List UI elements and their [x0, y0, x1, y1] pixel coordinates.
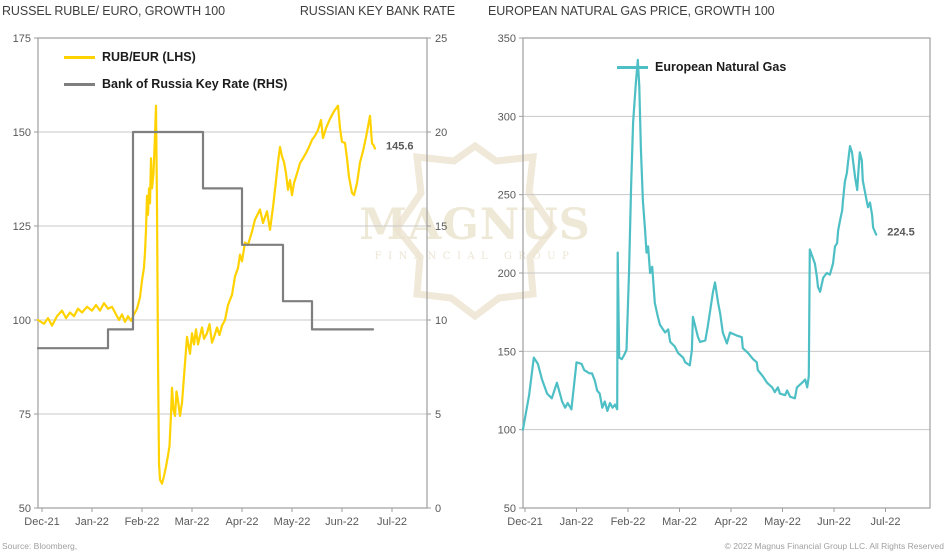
legend-label-key-rate: Bank of Russia Key Rate (RHS) [102, 77, 288, 91]
copyright-note: © 2022 Magnus Financial Group LLC. All R… [724, 541, 944, 551]
key-rate-line-swatch-icon [64, 82, 95, 86]
ruble-chart-x-axis-label: Feb-22 [125, 516, 160, 528]
gas-chart-x-axis-label: Jun-22 [817, 516, 851, 528]
rub-eur-line-swatch-icon [64, 55, 95, 59]
legend-label-gas: European Natural Gas [655, 60, 787, 74]
ruble-chart-y-axis-label: 75 [19, 409, 31, 421]
gas-chart-series-0-end-value-label: 224.5 [887, 227, 915, 239]
ruble-chart-x-axis-label: May-22 [274, 516, 311, 528]
gas-line-swatch-icon [617, 65, 648, 69]
legend-item-rub-eur: RUB/EUR (LHS) [64, 50, 287, 64]
gas-chart-y-axis-label: 300 [498, 111, 516, 123]
ruble-chart-series-0-line [36, 104, 377, 485]
left-chart-title: RUSSEL RUBLE/ EURO, GROWTH 100 [2, 4, 225, 18]
ruble-chart-y2-axis-label: 5 [435, 409, 441, 421]
gas-chart-y-axis-label: 200 [498, 268, 516, 280]
ruble-chart-x-axis-label: Jan-22 [75, 516, 109, 528]
ruble-chart-y2-axis-label: 0 [435, 503, 441, 515]
ruble-chart-x-axis-label: Apr-22 [225, 516, 258, 528]
legend-label-rub-eur: RUB/EUR (LHS) [102, 50, 196, 64]
ruble-chart-y-axis-label: 175 [13, 33, 31, 45]
ruble-chart-y2-axis-label: 25 [435, 33, 447, 45]
ruble-chart-x-axis-label: Dec-21 [24, 516, 59, 528]
gas-chart-x-axis-label: May-22 [764, 516, 801, 528]
gas-chart-x-axis-label: Jan-22 [560, 516, 594, 528]
ruble-chart-y2-axis-label: 15 [435, 221, 447, 233]
ruble-chart-y-axis-label: 125 [13, 221, 31, 233]
ruble-chart-x-axis-label: Jul-22 [377, 516, 407, 528]
gas-chart-series-0-line [521, 58, 878, 431]
gas-chart-y-axis-label: 150 [498, 346, 516, 358]
ruble-chart-plot-border [37, 37, 428, 509]
gas-chart-y-axis-label: 100 [498, 425, 516, 437]
ruble-chart-y2-axis-label: 20 [435, 127, 447, 139]
ruble-chart-x-axis-label: Jun-22 [325, 516, 359, 528]
ruble-chart-y-axis-label: 50 [19, 503, 31, 515]
left-chart-right-axis-title: RUSSIAN KEY BANK RATE [299, 4, 455, 18]
ruble-chart-y2-axis-label: 10 [435, 315, 447, 327]
ruble-chart-x-axis-label: Mar-22 [175, 516, 210, 528]
ruble-chart-series-1-line [36, 130, 375, 350]
legend-item-gas: European Natural Gas [617, 60, 786, 74]
gas-chart-y-axis-label: 350 [498, 33, 516, 45]
gas-chart-x-axis-label: Mar-22 [662, 516, 697, 528]
ruble-chart-y-axis-label: 150 [13, 127, 31, 139]
source-note: Source: Bloomberg, [2, 541, 78, 551]
gas-chart-y-axis-label: 50 [504, 503, 516, 515]
gas-chart-x-axis-label: Dec-21 [507, 516, 542, 528]
gas-chart-x-axis-label: Jul-22 [871, 516, 901, 528]
ruble-chart-series-0-end-value-label: 145.6 [386, 141, 414, 153]
gas-chart-x-axis-label: Feb-22 [611, 516, 646, 528]
right-chart-title: EUROPEAN NATURAL GAS PRICE, GROWTH 100 [488, 4, 775, 18]
gas-chart-y-axis-label: 250 [498, 190, 516, 202]
legend-item-key-rate: Bank of Russia Key Rate (RHS) [64, 77, 287, 91]
right-chart-legend: European Natural Gas [617, 60, 786, 87]
ruble-chart-y-axis-label: 100 [13, 315, 31, 327]
gas-chart-x-axis-label: Apr-22 [714, 516, 747, 528]
left-chart-legend: RUB/EUR (LHS) Bank of Russia Key Rate (R… [64, 50, 287, 104]
